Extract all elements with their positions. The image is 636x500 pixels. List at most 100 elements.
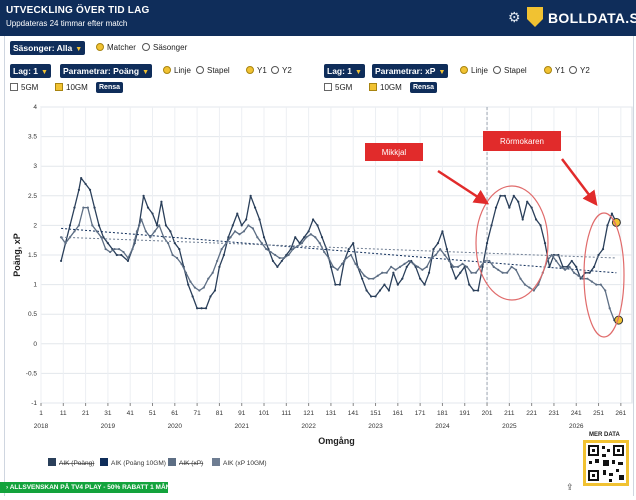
data-point bbox=[93, 206, 96, 209]
radio-icon bbox=[544, 66, 552, 74]
clear-button-right[interactable]: Rensa bbox=[410, 82, 438, 93]
data-point bbox=[568, 265, 571, 268]
radio-icon bbox=[460, 66, 468, 74]
y-tick-label: -0.5 bbox=[26, 370, 38, 377]
data-point bbox=[305, 236, 308, 239]
radio-line-left[interactable]: Linje bbox=[163, 65, 191, 77]
season-label: 2018 bbox=[34, 423, 49, 430]
radio-icon bbox=[163, 66, 171, 74]
data-point bbox=[231, 224, 234, 227]
x-tick-label: 171 bbox=[415, 410, 426, 417]
data-point bbox=[443, 253, 446, 257]
data-point bbox=[187, 283, 190, 286]
data-point bbox=[563, 268, 567, 271]
data-point bbox=[82, 206, 85, 209]
header-bar: UTVECKLING ÖVER TID LAG Uppdateras 24 ti… bbox=[0, 0, 636, 36]
radio-y2-right[interactable]: Y2 bbox=[569, 65, 590, 77]
data-point bbox=[367, 277, 370, 280]
data-point bbox=[361, 277, 364, 280]
radio-line-right[interactable]: Linje bbox=[460, 65, 488, 77]
radio-bar-left[interactable]: Stapel bbox=[196, 65, 230, 77]
radio-y1-left[interactable]: Y1 bbox=[246, 65, 267, 77]
x-tick-label: 151 bbox=[370, 410, 381, 417]
data-point bbox=[336, 268, 339, 271]
radio-y2-left[interactable]: Y2 bbox=[271, 65, 292, 77]
data-point bbox=[323, 250, 326, 254]
param-select-right[interactable]: Parametrar: xP ▼ bbox=[372, 64, 449, 78]
data-point bbox=[374, 295, 377, 298]
data-point bbox=[209, 295, 212, 298]
param-select-left[interactable]: Parametrar: Poäng ▼ bbox=[60, 64, 152, 78]
seasons-select[interactable]: Säsonger: Alla ▼ bbox=[10, 41, 86, 55]
checkbox-5gm-right[interactable]: 5GM bbox=[324, 82, 352, 94]
annotation-box bbox=[483, 131, 561, 151]
radio-matches[interactable]: Matcher bbox=[96, 42, 136, 54]
data-point bbox=[590, 280, 593, 283]
data-point bbox=[448, 259, 451, 263]
data-point bbox=[247, 224, 250, 227]
data-point bbox=[59, 259, 63, 263]
data-point bbox=[242, 230, 246, 233]
team-select-left[interactable]: Lag: 1 ▼ bbox=[10, 64, 51, 78]
chevron-down-icon: ▼ bbox=[142, 69, 149, 76]
promo-banner[interactable]: › ALLSVENSKAN PÅ TV4 PLAY - 50% RABATT 1… bbox=[0, 482, 170, 493]
y-axis-title: Poäng, xP bbox=[12, 233, 22, 277]
data-point bbox=[338, 283, 341, 286]
season-label: 2019 bbox=[101, 423, 116, 430]
data-point bbox=[390, 265, 393, 268]
clear-button-left[interactable]: Rensa bbox=[96, 82, 124, 93]
legend-label: AIK (Poäng) bbox=[59, 460, 94, 467]
data-point bbox=[280, 259, 283, 263]
y-tick-label: -1 bbox=[31, 400, 37, 407]
data-point bbox=[171, 253, 174, 257]
gear-icon[interactable]: ⚙ bbox=[508, 9, 521, 25]
data-point bbox=[369, 295, 373, 298]
checkbox-10gm-right[interactable]: 10GM bbox=[369, 82, 402, 94]
x-tick-label: 111 bbox=[281, 410, 291, 417]
y-tick-label: 4 bbox=[33, 104, 37, 111]
data-point bbox=[577, 274, 580, 277]
data-point bbox=[80, 176, 83, 180]
data-point bbox=[229, 236, 232, 239]
data-point bbox=[376, 274, 379, 277]
data-point bbox=[394, 268, 397, 271]
data-point bbox=[526, 200, 529, 203]
data-point bbox=[535, 218, 538, 221]
data-point bbox=[604, 289, 607, 292]
data-point bbox=[396, 283, 399, 286]
data-point bbox=[398, 265, 402, 268]
logo-shield-icon bbox=[527, 7, 543, 27]
data-point bbox=[245, 218, 248, 221]
data-point bbox=[126, 259, 130, 263]
data-point bbox=[340, 262, 344, 265]
checkbox-icon bbox=[324, 83, 332, 91]
data-point bbox=[269, 250, 272, 254]
data-point bbox=[117, 247, 121, 251]
data-point bbox=[490, 224, 493, 227]
data-point bbox=[401, 277, 404, 280]
season-label: 2020 bbox=[168, 423, 183, 430]
data-point bbox=[200, 307, 203, 310]
data-point bbox=[595, 283, 598, 286]
team-select-right[interactable]: Lag: 1 ▼ bbox=[324, 64, 365, 78]
data-point bbox=[588, 271, 591, 274]
data-point bbox=[456, 265, 460, 268]
checkbox-5gm-left[interactable]: 5GM bbox=[10, 82, 38, 94]
x-tick-label: 91 bbox=[238, 410, 246, 417]
checkbox-10gm-left[interactable]: 10GM bbox=[55, 82, 88, 94]
x-tick-label: 181 bbox=[437, 410, 448, 417]
x-tick-label: 231 bbox=[549, 410, 560, 417]
data-point bbox=[95, 230, 98, 233]
data-point bbox=[59, 236, 63, 239]
data-point bbox=[550, 253, 553, 257]
chevron-down-icon: ▼ bbox=[355, 69, 362, 76]
radio-bar-right[interactable]: Stapel bbox=[493, 65, 527, 77]
radio-icon bbox=[196, 66, 204, 74]
share-icon[interactable]: ⇪ bbox=[566, 482, 574, 492]
data-point bbox=[492, 265, 495, 268]
data-point bbox=[465, 265, 469, 268]
data-point bbox=[425, 265, 428, 268]
radio-seasons[interactable]: Säsonger bbox=[142, 42, 187, 54]
radio-y1-right[interactable]: Y1 bbox=[544, 65, 565, 77]
data-point bbox=[459, 271, 462, 274]
